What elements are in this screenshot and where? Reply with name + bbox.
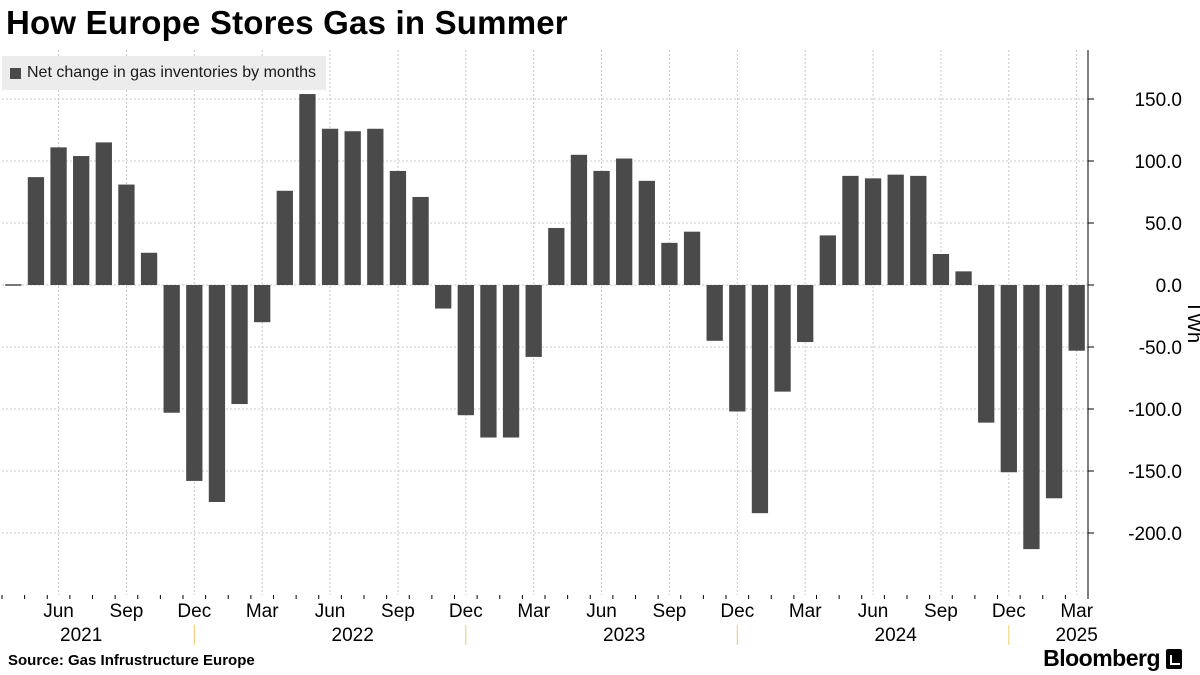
x-year-label: 2021 (60, 625, 102, 646)
x-year-label: 2025 (1056, 625, 1098, 646)
bar (163, 285, 180, 413)
x-month-label: Sep (110, 601, 144, 622)
bar (548, 227, 565, 285)
bar (276, 190, 293, 285)
bar (73, 156, 90, 285)
x-year-label: 2022 (332, 625, 374, 646)
y-tick-label: -50.0 (1139, 338, 1182, 359)
y-tick-label: 0.0 (1156, 276, 1182, 297)
bar (118, 184, 135, 285)
x-month-label: Sep (653, 601, 687, 622)
x-year-label: 2023 (603, 625, 645, 646)
brand-logo: Bloomberg (1043, 645, 1182, 672)
source-note: Source: Gas Infrustructure Europe (8, 652, 255, 669)
legend-label: Net change in gas inventories by months (27, 64, 317, 81)
bar (140, 252, 158, 285)
bar (27, 177, 45, 285)
x-month-label: Mar (1060, 601, 1093, 622)
bar (819, 235, 836, 285)
x-month-label: Sep (381, 601, 415, 622)
bar (729, 285, 746, 412)
axes: 150.0 100.0 50.0 0.0 -50.0 -100.0 -150.0 -200.0… (1, 50, 1200, 646)
bars (5, 94, 1085, 550)
bar (50, 147, 67, 285)
bar (1000, 285, 1017, 473)
bar (774, 285, 791, 392)
x-month-label: Dec (992, 601, 1026, 622)
bar (955, 271, 972, 285)
bar (706, 285, 723, 341)
bar (412, 196, 429, 285)
x-month-label: Jun (858, 601, 889, 622)
x-month-label: Jun (43, 601, 74, 622)
chart-title: How Europe Stores Gas in Summer (6, 4, 568, 41)
bar (887, 174, 904, 285)
bar (299, 94, 316, 285)
x-month-label: Dec (720, 601, 754, 622)
y-axis-unit-label: TWh (1183, 301, 1200, 343)
y-tick-label: -200.0 (1128, 524, 1182, 545)
bar (321, 128, 339, 285)
bar (367, 128, 384, 285)
bar (616, 158, 633, 285)
brand-name: Bloomberg (1043, 645, 1160, 671)
y-tick-label: -150.0 (1128, 462, 1182, 483)
bar (186, 285, 203, 481)
bar (208, 285, 226, 502)
y-tick-label: 100.0 (1134, 152, 1182, 173)
bar (1068, 285, 1085, 351)
bar (797, 285, 814, 343)
bar (389, 170, 407, 285)
bar (842, 175, 859, 285)
bar (480, 285, 497, 438)
bar (95, 142, 112, 285)
x-year-label: 2024 (875, 625, 918, 646)
bar (638, 180, 655, 285)
bar (593, 170, 610, 285)
bar (231, 285, 248, 405)
bar (525, 285, 542, 357)
x-month-label: Mar (789, 601, 822, 622)
bar (910, 175, 927, 285)
bar (254, 285, 271, 323)
x-month-label: Mar (246, 601, 279, 622)
y-tick-label: 50.0 (1145, 214, 1182, 235)
bar (683, 231, 701, 285)
bar (435, 285, 452, 309)
bar (1023, 285, 1040, 550)
legend-swatch (10, 67, 21, 79)
y-tick-label: -100.0 (1128, 400, 1182, 421)
x-month-label: Dec (449, 601, 483, 622)
x-month-label: Jun (586, 601, 617, 622)
bar (457, 285, 474, 416)
x-month-label: Sep (924, 601, 958, 622)
bar (344, 131, 361, 285)
bar (661, 242, 678, 285)
y-tick-label: 150.0 (1134, 90, 1182, 111)
bar (932, 254, 950, 285)
x-month-label: Jun (315, 601, 346, 622)
x-month-label: Mar (517, 601, 550, 622)
bloomberg-terminal-icon (1166, 648, 1182, 669)
bar (864, 178, 882, 285)
bar (1045, 285, 1063, 499)
bar (570, 154, 588, 285)
bar (502, 285, 520, 438)
bar (751, 285, 769, 514)
x-month-label: Dec (177, 601, 211, 622)
legend: Net change in gas inventories by months (2, 56, 327, 90)
bar (978, 285, 995, 423)
